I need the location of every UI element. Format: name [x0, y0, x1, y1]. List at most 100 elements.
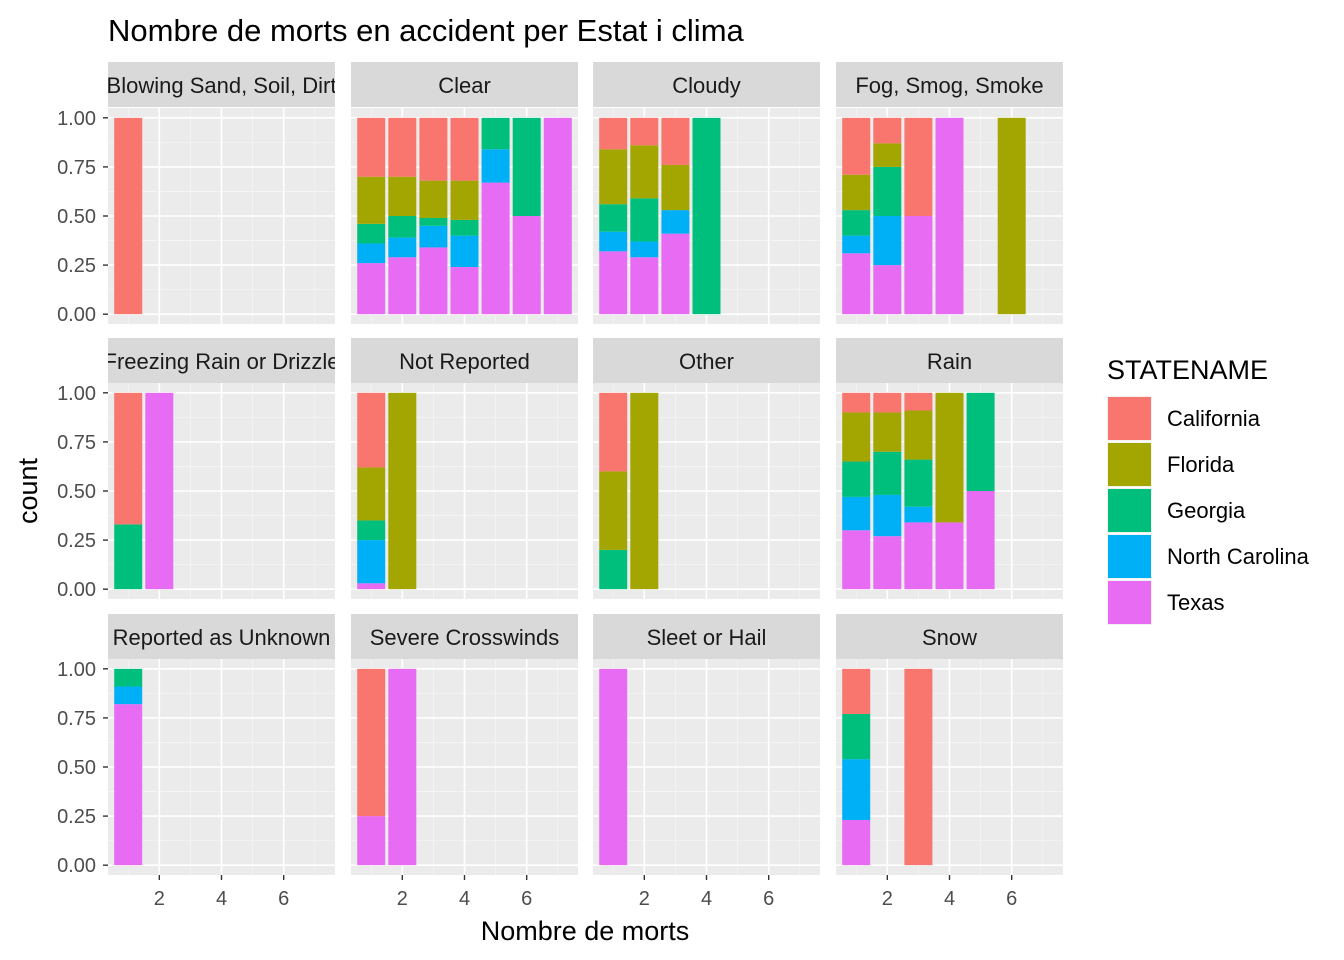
bar-segment-texas [661, 233, 690, 315]
bar-segment-california [450, 117, 479, 181]
facet-panels: Blowing Sand, Soil, Dirt 0.00 0.25 0.50 0.75… [57, 62, 1063, 910]
legend-label: Georgia [1167, 498, 1246, 523]
bar-segment-california [630, 117, 659, 146]
bar-segment-texas [599, 668, 628, 866]
bar-segment-georgia [357, 223, 386, 244]
facet-strip [836, 62, 1063, 107]
facet-strip [351, 62, 578, 107]
bar-segment-north-carolina [357, 243, 386, 264]
legend-item: California [1107, 396, 1261, 441]
y-tick-label: 1.00 [57, 383, 96, 405]
facet-strip [593, 62, 820, 107]
bar-segment-georgia [419, 217, 448, 226]
x-tick-label: 6 [763, 888, 774, 910]
bar-segment-california [114, 392, 143, 525]
facet-panel: Clear [351, 62, 578, 324]
bar-segment-texas [357, 263, 386, 315]
y-tick-label: 0.75 [57, 432, 96, 454]
facet-strip [593, 338, 820, 383]
facet-panel: Severe Crosswinds 2 4 6 [351, 614, 578, 910]
bar-segment-north-carolina [842, 496, 871, 531]
facet-panel: Cloudy [593, 62, 820, 324]
bar-segment-florida [357, 467, 386, 521]
bar-segment-georgia [114, 668, 143, 687]
bar-segment-north-carolina [450, 235, 479, 268]
bar-segment-california [599, 392, 628, 472]
bar-segment-georgia [357, 520, 386, 541]
y-tick-label: 1.00 [57, 108, 96, 130]
bar-segment-california [357, 117, 386, 177]
facet-strip [108, 614, 335, 659]
bar-segment-georgia [692, 117, 721, 315]
y-tick-label: 0.75 [57, 157, 96, 179]
facet-strip [836, 338, 1063, 383]
facet-strip-label: Cloudy [672, 73, 740, 98]
bar-segment-texas [935, 117, 964, 315]
bar-segment-georgia [512, 117, 541, 216]
bar-segment-north-carolina [114, 686, 143, 705]
legend-swatch-north-carolina [1108, 535, 1151, 578]
bar-segment-north-carolina [842, 759, 871, 821]
facet-strip [351, 338, 578, 383]
bar-segment-california [842, 668, 871, 714]
chart-title: Nombre de morts en accident per Estat i … [108, 13, 745, 48]
facet-strip [836, 614, 1063, 659]
legend-label: California [1167, 406, 1261, 431]
x-tick-label: 4 [944, 888, 955, 910]
bar-segment-florida [873, 412, 902, 452]
legend-label: North Carolina [1167, 544, 1310, 569]
bar-segment-florida [388, 176, 417, 216]
bar-segment-north-carolina [661, 210, 690, 234]
bar-segment-north-carolina [419, 225, 448, 248]
x-tick-label: 2 [882, 888, 893, 910]
bar-segment-texas [388, 668, 417, 866]
legend-label: Florida [1167, 452, 1235, 477]
bar-segment-florida [904, 410, 933, 460]
bar-segment-texas [450, 267, 479, 315]
legend-label: Texas [1167, 590, 1224, 615]
x-tick-label: 4 [701, 888, 712, 910]
bar-segment-north-carolina [599, 231, 628, 252]
legend-swatch-florida [1108, 443, 1151, 486]
bar-segment-georgia [904, 459, 933, 507]
bar-segment-texas [599, 251, 628, 315]
bar-segment-florida [357, 176, 386, 224]
bar-segment-florida [419, 180, 448, 218]
facet-strip-label: Fog, Smog, Smoke [855, 73, 1043, 98]
x-tick-label: 2 [154, 888, 165, 910]
x-tick-label: 2 [397, 888, 408, 910]
facet-panel: Freezing Rain or Drizzle 0.00 0.25 0.50 0.75… [57, 338, 335, 601]
facet-strip-label: Reported as Unknown [113, 625, 331, 650]
legend-item: North Carolina [1107, 534, 1310, 579]
bar-segment-california [388, 117, 417, 177]
facet-panel: Snow 2 4 6 [836, 614, 1063, 910]
bar-segment-georgia [114, 524, 143, 590]
bar-segment-florida [661, 164, 690, 211]
bar-segment-georgia [450, 219, 479, 236]
x-tick-label: 4 [459, 888, 470, 910]
bar-segment-california [842, 392, 871, 413]
facet-panel: Not Reported [351, 338, 578, 599]
bar-segment-florida [873, 143, 902, 167]
facet-panel: Fog, Smog, Smoke [836, 62, 1063, 324]
x-tick-label: 6 [278, 888, 289, 910]
bar-segment-georgia [842, 713, 871, 760]
facet-strip [351, 614, 578, 659]
bar-segment-north-carolina [357, 540, 386, 584]
facet-strip-label: Snow [922, 625, 977, 650]
x-tick-label: 4 [216, 888, 227, 910]
bar-segment-north-carolina [481, 149, 510, 183]
bar-segment-florida [599, 471, 628, 550]
bar-segment-florida [630, 392, 659, 590]
bar-segment-texas [357, 583, 386, 590]
bar-segment-florida [842, 174, 871, 211]
y-tick-label: 0.75 [57, 708, 96, 730]
bar-segment-georgia [388, 216, 417, 238]
y-tick-label: 0.50 [57, 206, 96, 228]
y-tick-label: 0.00 [57, 304, 96, 326]
bar-segment-north-carolina [904, 506, 933, 523]
facet-strip-label: Not Reported [399, 349, 530, 374]
bar-segment-georgia [873, 166, 902, 216]
bar-segment-north-carolina [842, 235, 871, 254]
